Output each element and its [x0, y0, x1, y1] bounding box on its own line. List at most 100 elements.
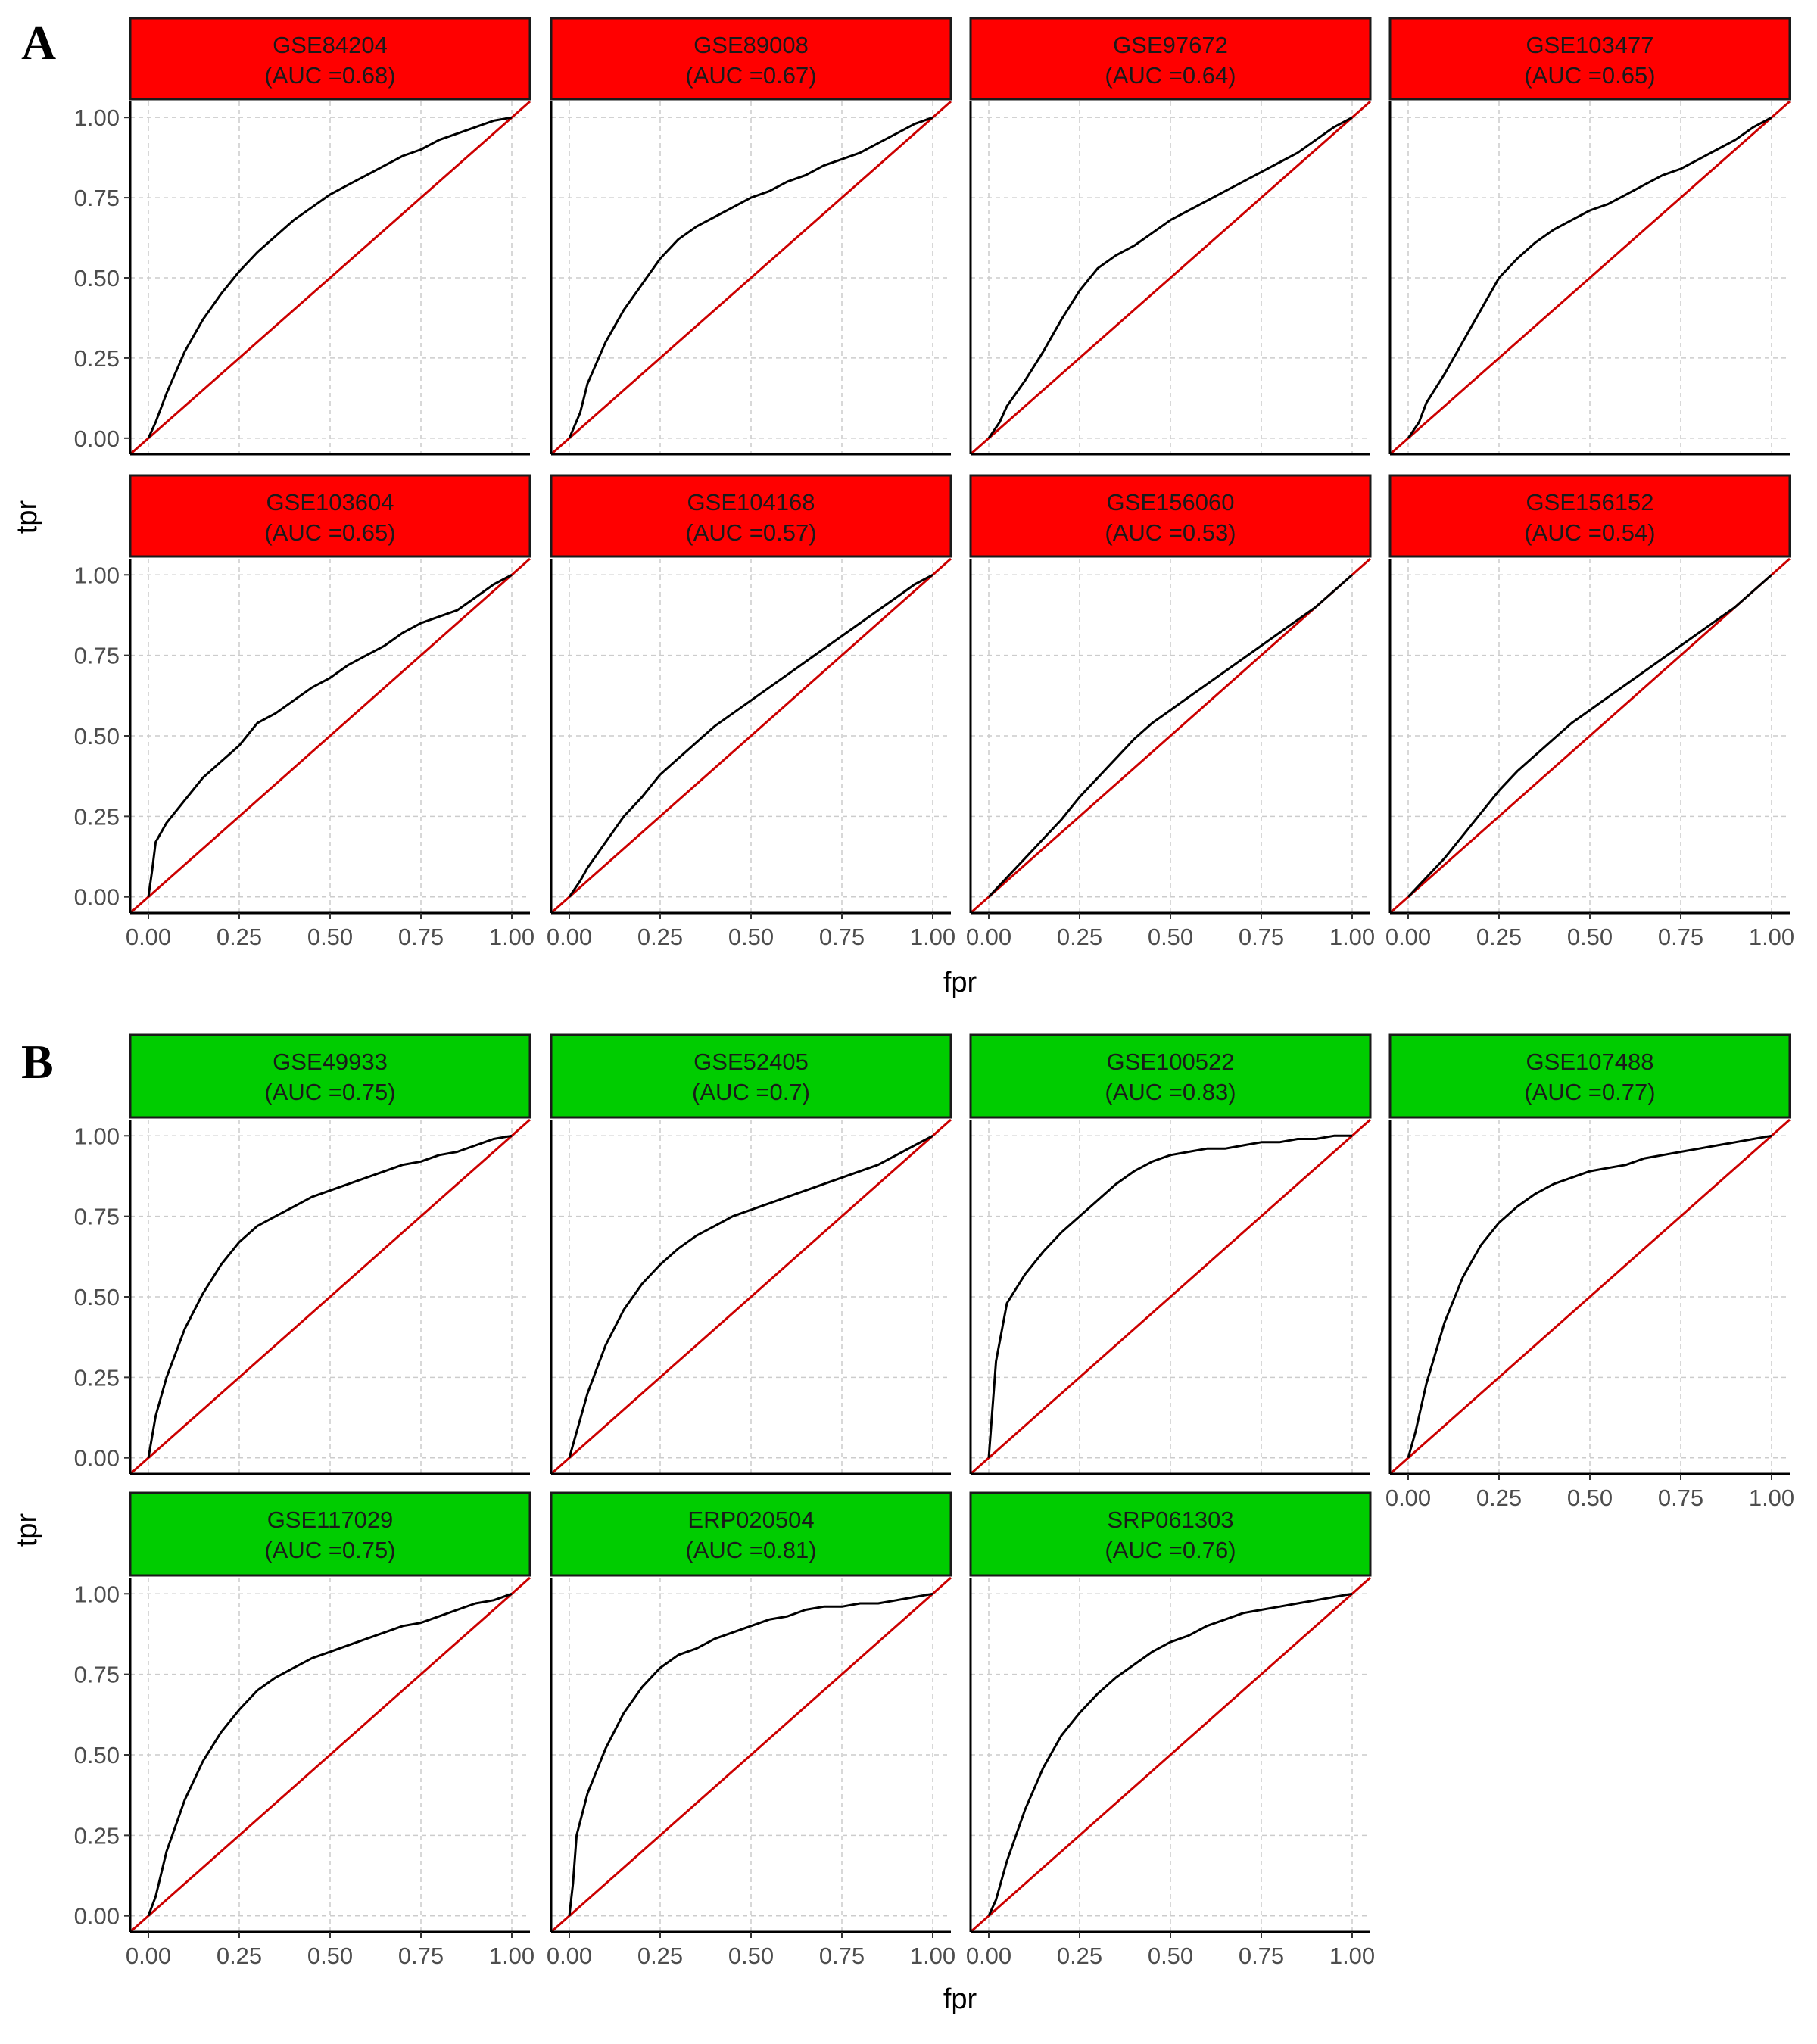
facet-auc-label: (AUC =0.57)	[685, 519, 816, 546]
facet-erp020504: ERP020504 (AUC =0.81) 0.00 0.25 0.50 0.75 1.00	[547, 1491, 955, 1969]
y-tick-label: 1.00	[74, 1581, 120, 1607]
facet-strip	[1388, 474, 1791, 558]
diagonal-reference-line	[129, 1576, 531, 1933]
facet-auc-label: (AUC =0.75)	[264, 1537, 395, 1563]
diagonal-reference-line	[550, 1576, 952, 1933]
facet-title: GSE107488	[1526, 1048, 1654, 1075]
y-tick-label: 0.50	[74, 1742, 120, 1768]
facet-gse103477: GSE103477 (AUC =0.65)	[1388, 17, 1791, 456]
roc-curve	[1407, 116, 1772, 439]
facet-gse156060: GSE156060 (AUC =0.53) 0.00 0.25 0.50 0.75 1.00	[966, 474, 1375, 950]
facet-strip	[969, 474, 1372, 558]
facet-strip	[550, 474, 952, 558]
x-tick-label: 0.50	[728, 1943, 774, 1969]
facet-auc-label: (AUC =0.68)	[264, 62, 395, 89]
facet-auc-label: (AUC =0.81)	[685, 1537, 816, 1563]
x-tick-label: 0.25	[1057, 924, 1102, 950]
x-tick-label: 1.00	[1749, 924, 1794, 950]
x-axis-title: fpr	[943, 967, 977, 999]
y-tick-label: 0.25	[74, 803, 120, 830]
x-tick-label: 1.00	[489, 1943, 535, 1969]
diagonal-reference-line	[970, 1576, 1371, 1933]
diagonal-reference-line	[1389, 1118, 1791, 1475]
diagonal-reference-line	[129, 1118, 531, 1475]
facet-title: GSE89008	[693, 32, 809, 58]
x-tick-label: 0.00	[1385, 924, 1431, 950]
x-tick-label: 0.50	[1567, 1485, 1613, 1511]
roc-curve	[147, 1134, 513, 1458]
facet-gse117029: GSE117029 (AUC =0.75) 0.00 0.25 0.50 0.75 1.00…	[74, 1491, 535, 1969]
y-tick-label: 0.25	[74, 1822, 120, 1849]
x-tick-label: 1.00	[1329, 924, 1375, 950]
y-tick-label: 0.50	[74, 1284, 120, 1310]
y-tick-label: 0.75	[74, 1662, 120, 1688]
x-tick-label: 0.50	[307, 1943, 353, 1969]
y-axis-title: tpr	[11, 1513, 43, 1547]
facet-gse100522: GSE100522 (AUC =0.83)	[969, 1033, 1372, 1475]
facet-title: GSE103604	[266, 489, 394, 516]
roc-curve	[987, 574, 1353, 898]
roc-curve	[147, 1592, 513, 1917]
facet-auc-label: (AUC =0.64)	[1105, 62, 1236, 89]
x-tick-label: 0.25	[637, 1943, 683, 1969]
facet-gse84204: GSE84204 (AUC =0.68) 0.00 0.25 0.50 0.75 1.00	[74, 17, 531, 456]
y-tick-label: 0.00	[74, 1445, 120, 1472]
facet-strip	[1388, 1033, 1791, 1119]
facet-auc-label: (AUC =0.53)	[1105, 519, 1236, 546]
x-tick-label: 0.75	[1239, 1943, 1284, 1969]
facet-gse107488: GSE107488 (AUC =0.77) 0.00 0.25 0.50 0.75 1.00	[1385, 1033, 1794, 1511]
facet-strip	[129, 17, 531, 101]
x-tick-label: 1.00	[1749, 1485, 1794, 1511]
x-tick-label: 1.00	[910, 1943, 955, 1969]
roc-curve	[568, 116, 933, 439]
y-tick-label: 1.00	[74, 562, 120, 588]
y-tick-label: 0.25	[74, 345, 120, 372]
facet-gse89008: GSE89008 (AUC =0.67)	[550, 17, 952, 456]
x-tick-label: 0.00	[547, 1943, 592, 1969]
facet-title: GSE84204	[273, 32, 388, 58]
x-tick-label: 0.50	[1148, 1943, 1193, 1969]
x-tick-label: 0.75	[819, 924, 865, 950]
facet-strip	[1388, 17, 1791, 101]
facet-auc-label: (AUC =0.83)	[1105, 1079, 1236, 1105]
facet-title: GSE117029	[267, 1507, 394, 1533]
x-tick-label: 0.50	[728, 924, 774, 950]
diagonal-reference-line	[970, 1118, 1371, 1475]
facet-title: GSE52405	[693, 1048, 809, 1075]
facet-title: GSE156152	[1526, 489, 1654, 516]
x-axis-title: fpr	[943, 1983, 977, 2015]
x-tick-label: 0.00	[126, 924, 171, 950]
facet-strip	[129, 1491, 531, 1577]
diagonal-reference-line	[129, 100, 531, 456]
diagonal-reference-line	[550, 1118, 952, 1475]
diagonal-reference-line	[550, 557, 952, 915]
x-tick-label: 0.25	[1057, 1943, 1102, 1969]
facet-auc-label: (AUC =0.65)	[264, 519, 395, 546]
x-tick-label: 1.00	[1329, 1943, 1375, 1969]
roc-curve	[1407, 574, 1772, 898]
facet-strip	[129, 1033, 531, 1119]
facet-auc-label: (AUC =0.76)	[1105, 1537, 1236, 1563]
facet-title: SRP061303	[1107, 1507, 1233, 1533]
facet-gse97672: GSE97672 (AUC =0.64)	[969, 17, 1372, 456]
y-tick-label: 1.00	[74, 104, 120, 131]
diagonal-reference-line	[1389, 100, 1791, 456]
roc-curve	[987, 1592, 1353, 1917]
x-tick-label: 0.50	[307, 924, 353, 950]
roc-curve	[987, 1134, 1352, 1458]
roc-curve	[147, 573, 513, 897]
facet-gse104168: GSE104168 (AUC =0.57) 0.00 0.25 0.50 0.75 1.00	[547, 474, 955, 950]
x-tick-label: 1.00	[489, 924, 535, 950]
x-tick-label: 0.25	[1476, 924, 1522, 950]
facet-title: GSE49933	[273, 1048, 388, 1075]
roc-curve	[147, 116, 513, 439]
facet-title: ERP020504	[687, 1507, 814, 1533]
roc-curve	[987, 116, 1353, 439]
facet-auc-label: (AUC =0.54)	[1524, 519, 1655, 546]
facet-auc-label: (AUC =0.7)	[692, 1079, 810, 1105]
x-tick-label: 0.25	[217, 924, 262, 950]
panel-label: A	[21, 16, 56, 70]
facet-title: GSE103477	[1526, 32, 1654, 58]
roc-curve	[568, 1134, 933, 1459]
